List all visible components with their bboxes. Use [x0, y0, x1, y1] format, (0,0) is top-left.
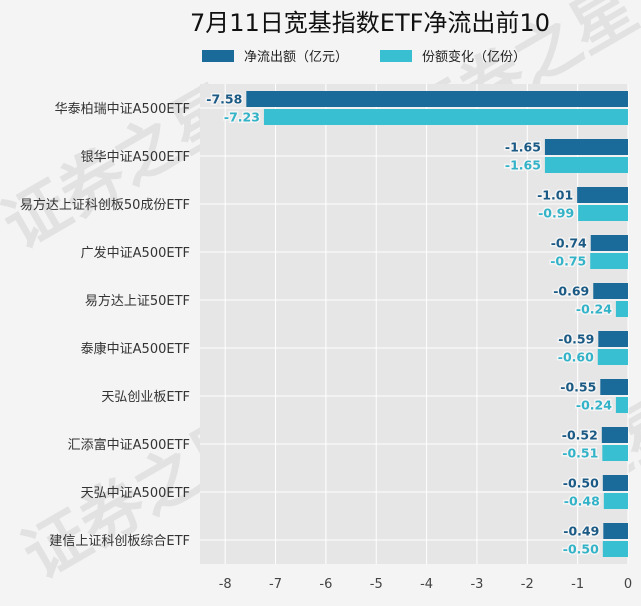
data-label: -7.23 — [224, 110, 260, 125]
data-label: -0.50 — [563, 542, 599, 557]
bar-share-change — [615, 301, 628, 317]
bar-net-outflow — [601, 427, 628, 443]
data-label: -1.65 — [505, 140, 541, 155]
data-label: -0.69 — [553, 284, 589, 299]
legend-swatch — [380, 50, 412, 62]
data-label: -0.50 — [563, 476, 599, 491]
category-label: 汇添富中证A500ETF — [68, 437, 190, 453]
x-tick-label: -5 — [370, 577, 383, 592]
bar-net-outflow — [598, 331, 628, 347]
data-label: -1.01 — [537, 188, 573, 203]
bar-net-outflow — [600, 379, 628, 395]
legend-label: 净流出额（亿元） — [244, 50, 348, 65]
data-label: -0.24 — [576, 398, 612, 413]
bar-share-change — [590, 253, 628, 269]
data-label: -0.24 — [576, 302, 612, 317]
category-label: 华泰柏瑞中证A500ETF — [55, 102, 190, 117]
data-label: -0.49 — [563, 524, 599, 539]
data-label: -0.59 — [558, 332, 594, 347]
data-label: -1.65 — [505, 158, 541, 173]
data-label: -0.55 — [560, 380, 596, 395]
bar-net-outflow — [577, 187, 628, 203]
bar-net-outflow — [246, 91, 628, 107]
legend-swatch — [202, 50, 234, 62]
bar-share-change — [544, 157, 628, 173]
category-labels: 华泰柏瑞中证A500ETF 银华中证A500ETF 易方达上证科创板50成份ETF 广… — [20, 102, 190, 549]
data-label: -0.48 — [564, 494, 600, 509]
bar-share-change — [615, 397, 628, 413]
data-label: -0.60 — [558, 350, 594, 365]
category-label: 易方达上证科创板50成份ETF — [20, 197, 190, 213]
bar-share-change — [603, 493, 628, 509]
legend-label: 份额变化（亿份） — [422, 49, 526, 65]
category-label: 广发中证A500ETF — [81, 245, 190, 261]
x-tick-label: -6 — [319, 577, 332, 592]
bar-net-outflow — [602, 475, 628, 491]
x-tick-label: -3 — [470, 577, 483, 592]
x-tick-label: 0 — [624, 577, 632, 592]
data-label: -0.51 — [562, 446, 598, 461]
x-tick-label: -4 — [420, 577, 433, 592]
category-label: 易方达上证50ETF — [85, 293, 190, 309]
bar-share-change — [578, 205, 628, 221]
bars-group — [246, 91, 628, 557]
bar-share-change — [602, 445, 628, 461]
data-label: -0.74 — [551, 236, 587, 251]
x-axis-ticks: -8 -7 -6 -5 -4 -3 -2 -1 0 — [219, 577, 632, 592]
data-label: -0.99 — [538, 206, 574, 221]
category-label: 天弘中证A500ETF — [81, 486, 190, 501]
data-label: -0.75 — [550, 254, 586, 269]
category-label: 天弘创业板ETF — [101, 390, 190, 405]
bar-net-outflow — [590, 235, 628, 251]
bar-net-outflow — [603, 523, 628, 539]
bar-net-outflow — [544, 139, 628, 155]
data-label: -0.52 — [562, 428, 598, 443]
bar-share-change — [597, 349, 628, 365]
bar-share-change — [263, 109, 628, 125]
legend: 净流出额（亿元） 份额变化（亿份） — [202, 49, 526, 65]
data-label: -7.58 — [206, 92, 242, 107]
bar-net-outflow — [593, 283, 628, 299]
x-tick-label: -1 — [571, 577, 584, 592]
category-label: 银华中证A500ETF — [81, 150, 190, 165]
x-tick-label: -2 — [521, 577, 534, 592]
value-labels: -7.58 -7.23 -1.65 -1.65 -1.01 -0.99 -0.74 -0.75… — [205, 90, 614, 558]
bar-share-change — [602, 541, 628, 557]
x-tick-label: -8 — [219, 577, 232, 592]
chart-title: 7月11日宽基指数ETF净流出前10 — [190, 9, 550, 37]
category-label: 泰康中证A500ETF — [81, 341, 190, 357]
category-label: 建信上证科创板综合ETF — [49, 534, 190, 549]
x-tick-label: -7 — [269, 577, 282, 592]
